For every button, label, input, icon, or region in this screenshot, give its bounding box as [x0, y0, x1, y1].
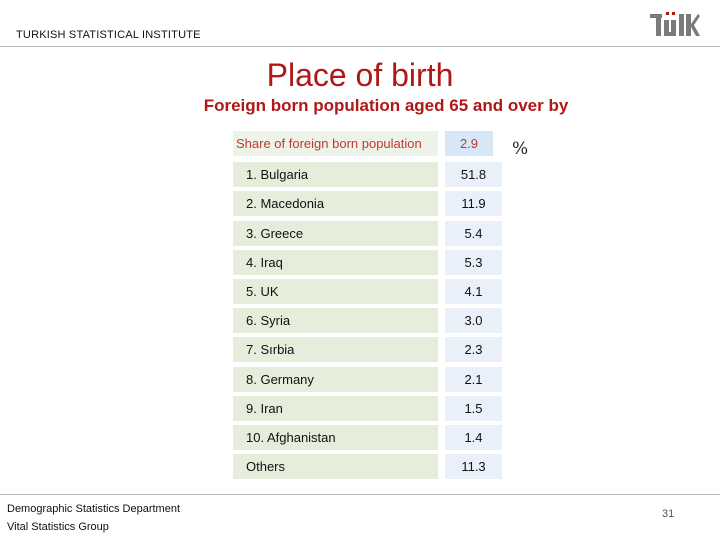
slide-subtitle: Foreign born population aged 65 and over… [203, 96, 569, 115]
footer-divider [0, 494, 720, 495]
row-value: 11.9 [445, 191, 502, 216]
table-row: 5. UK 4.1 [233, 279, 502, 304]
table-header-row: Share of foreign born population 2.9 [233, 131, 502, 156]
row-value: 3.0 [445, 308, 502, 333]
row-value: 5.4 [445, 221, 502, 246]
row-value: 1.5 [445, 396, 502, 421]
tuik-logo-icon [650, 12, 700, 36]
table-row: 2. Macedonia 11.9 [233, 191, 502, 216]
row-label: 6. Syria [233, 308, 438, 333]
table-header-label: Share of foreign born population [233, 131, 438, 156]
table-row: 7. Sırbia 2.3 [233, 337, 502, 362]
footer-department: Demographic Statistics Department [7, 503, 181, 515]
header-divider [0, 46, 720, 47]
row-label: 3. Greece [233, 221, 438, 246]
row-value: 11.3 [445, 454, 502, 479]
table-row: 4. Iraq 5.3 [233, 250, 502, 275]
row-label: 2. Macedonia [233, 191, 438, 216]
table-row: 9. Iran 1.5 [233, 396, 502, 421]
row-value: 51.8 [445, 162, 502, 187]
table-row: 1. Bulgaria 51.8 [233, 162, 502, 187]
slide-title: Place of birth [266, 57, 454, 93]
row-label: 5. UK [233, 279, 438, 304]
table-row: 10. Afghanistan 1.4 [233, 425, 502, 450]
row-value: 5.3 [445, 250, 502, 275]
row-value: 2.3 [445, 337, 502, 362]
percent-unit: % [512, 139, 529, 159]
row-label: 7. Sırbia [233, 337, 438, 362]
row-label: 1. Bulgaria [233, 162, 438, 187]
row-value: 4.1 [445, 279, 502, 304]
row-label: 8. Germany [233, 367, 438, 392]
table-row: Others 11.3 [233, 454, 502, 479]
row-value: 1.4 [445, 425, 502, 450]
page-number: 31 [662, 508, 675, 520]
row-label: 9. Iran [233, 396, 438, 421]
row-value: 2.1 [445, 367, 502, 392]
table-row: 3. Greece 5.4 [233, 221, 502, 246]
row-label: 4. Iraq [233, 250, 438, 275]
table-header-value: 2.9 [445, 131, 493, 156]
row-label: 10. Afghanistan [233, 425, 438, 450]
organization-name: TURKISH STATISTICAL INSTITUTE [16, 29, 201, 41]
footer-group: Vital Statistics Group [7, 521, 109, 533]
row-label: Others [233, 454, 438, 479]
table-row: 6. Syria 3.0 [233, 308, 502, 333]
table-row: 8. Germany 2.1 [233, 367, 502, 392]
